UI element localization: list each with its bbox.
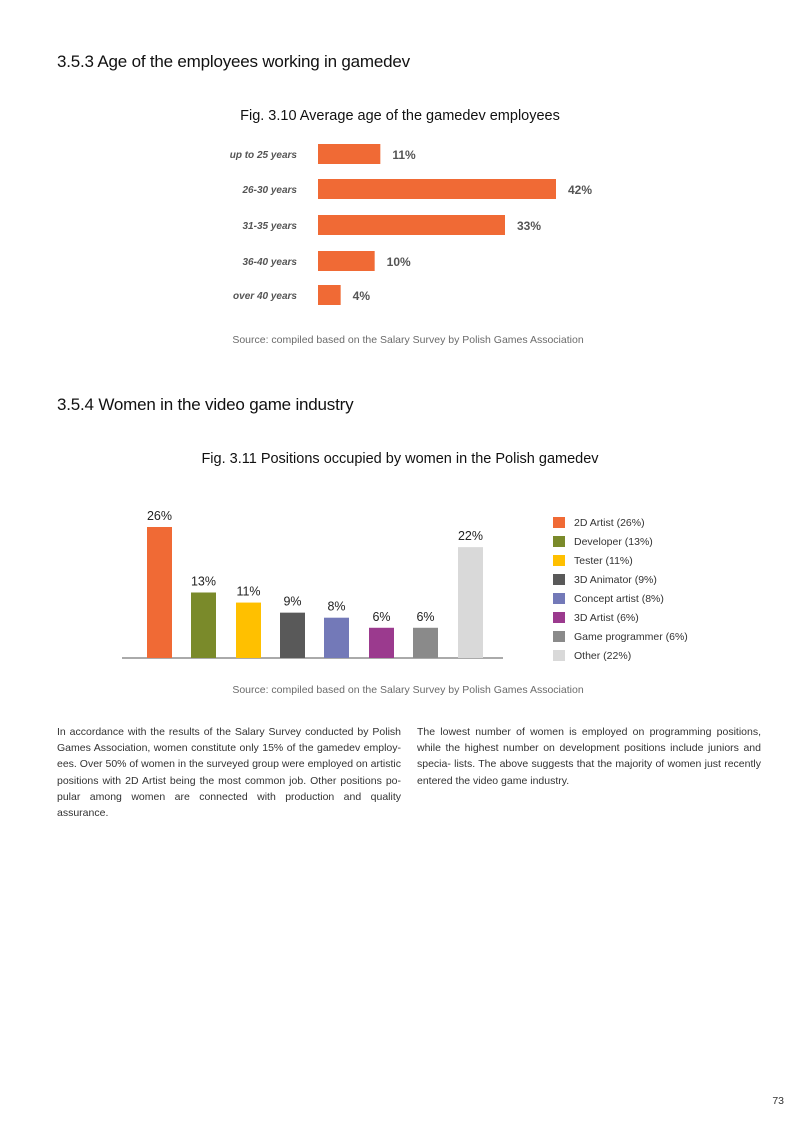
legend-swatch [553,574,565,585]
age-value-label: 11% [392,148,416,162]
age-category-label: over 40 years [233,291,297,302]
position-bar [458,547,483,658]
position-value-label: 8% [327,600,345,614]
age-value-label: 4% [353,289,371,303]
legend-swatch [553,536,565,547]
body-text-right: The lowest number of women is employed o… [417,726,761,787]
age-bar [318,179,556,199]
age-bar [318,251,375,271]
figure-title-women: Fig. 3.11 Positions occupied by women in… [201,451,599,467]
legend-swatch [553,650,565,661]
legend-label: 3D Animator (9%) [574,573,657,586]
position-bar [280,612,305,658]
legend-item: 3D Artist (6%) [553,608,688,627]
age-category-label: 36-40 years [243,257,298,268]
legend-item: Game programmer (6%) [553,627,688,646]
position-bar [191,592,216,658]
age-value-label: 42% [568,183,592,197]
page-number: 73 [772,1095,784,1107]
figure-title-age: Fig. 3.10 Average age of the gamedev emp… [240,108,560,124]
legend-swatch [553,555,565,566]
age-bar [318,144,381,164]
section-heading-women: 3.5.4 Women in the video game industry [57,395,354,414]
legend-swatch [553,631,565,642]
legend-item: 3D Animator (9%) [553,570,688,589]
body-text-left: In accordance with the results of the Sa… [57,726,401,820]
position-value-label: 6% [416,610,434,624]
position-bar [324,617,349,658]
section-heading-age: 3.5.3 Age of the employees working in ga… [57,52,410,71]
position-value-label: 26% [147,509,172,523]
legend-label: Concept artist (8%) [574,592,664,605]
legend-item: Tester (11%) [553,551,688,570]
position-value-label: 22% [458,529,483,543]
age-category-label: 26-30 years [242,185,298,196]
figure-source-age: Source: compiled based on the Salary Sur… [232,334,584,346]
legend-label: 3D Artist (6%) [574,611,639,624]
legend-swatch [553,517,565,528]
legend-label: Developer (13%) [574,535,653,548]
age-category-label: up to 25 years [230,150,298,161]
position-bar [369,627,394,658]
position-value-label: 6% [372,610,390,624]
chart-legend: 2D Artist (26%) Developer (13%) Tester (11… [553,513,688,665]
age-value-label: 10% [387,255,411,269]
figure-source-women: Source: compiled based on the Salary Sur… [232,684,584,696]
position-value-label: 13% [191,575,216,589]
legend-item: Concept artist (8%) [553,589,688,608]
legend-swatch [553,593,565,604]
age-category-label: 31-35 years [243,221,298,232]
age-bar [318,285,341,305]
women-positions-bar-chart: 26% 13% 11% 9% 8% 6% 6% 22% [122,509,503,659]
legend-label: Game programmer (6%) [574,630,688,643]
position-bar [236,602,261,658]
position-bar [147,527,172,658]
legend-label: Other (22%) [574,649,632,662]
age-value-label: 33% [517,219,541,233]
legend-label: Tester (11%) [574,554,633,567]
legend-item: Developer (13%) [553,532,688,551]
position-value-label: 9% [283,595,301,609]
position-bar [413,627,438,658]
legend-swatch [553,612,565,623]
position-value-label: 11% [236,585,260,599]
legend-item: Other (22%) [553,646,688,665]
age-bar-chart: up to 25 years 11% 26-30 years 42% 31-35 yea… [230,144,592,305]
age-bar [318,215,505,235]
legend-item: 2D Artist (26%) [553,513,688,532]
legend-label: 2D Artist (26%) [574,516,645,529]
